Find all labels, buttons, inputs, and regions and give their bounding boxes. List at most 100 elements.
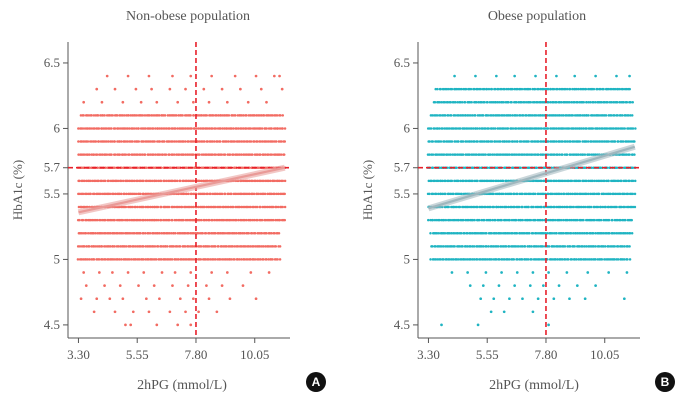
panel-a-data-point [139,218,142,222]
panel-a-data-point [126,179,130,183]
panel-b-data-point [476,140,479,143]
panel-b-data-point [583,231,586,235]
panel-b-data-point [511,127,515,130]
panel-b-data-point [496,245,500,248]
panel-a-data-point [92,231,96,235]
panel-b-data-point [594,101,597,104]
panel-a-data-point [89,179,93,183]
panel-a-data-point [139,245,142,248]
panel-b-data-point [555,74,558,78]
panel-b-data-point [429,258,432,261]
panel-a-data-point [281,179,285,183]
panel-a-data-point [149,245,152,248]
panel-b-data-point [514,218,518,222]
panel-a-x-tick-label: 7.80 [185,347,208,362]
panel-b-data-point [493,127,497,130]
panel-a-data-point [182,140,185,143]
panel-b-data-point [443,140,446,143]
panel-a-data-point [228,153,232,156]
panel-a-data-point [253,218,256,222]
panel-a-data-point [176,100,180,104]
panel-b-data-point [633,153,636,156]
panel-b-data-point [613,179,617,183]
panel-b-data-point [438,218,441,222]
panel-a-data-point [261,140,264,143]
panel-b-data-point [619,231,623,235]
panel-b-x-tick-label: 5.55 [476,347,499,362]
panel-a-data-point [222,205,226,209]
panel-a-data-point [272,74,276,78]
panel-b-data-point [449,218,453,222]
panel-a-data-point [231,245,234,248]
panel-b-data-point [511,166,515,169]
panel-b-data-point [518,114,522,117]
panel-a-data-point [153,231,157,235]
panel-a-data-point [164,205,168,209]
panel-b-data-point [571,192,574,196]
panel-a-data-point [219,127,222,130]
panel-a-data-point [103,218,107,222]
panel-b-data-point [559,245,562,248]
panel-b-data-point [566,140,569,143]
panel-a-data-point [278,245,282,248]
panel-b-data-point [473,140,476,143]
panel-b-data-point [520,101,523,104]
panel-b-data-point [551,192,555,196]
panel-b-data-point [580,192,584,196]
panel-b-data-point [455,205,459,209]
panel-a-data-point [113,166,117,169]
panel-a-data-point [260,231,264,235]
panel-a-data-point [235,231,238,235]
panel-b-data-point [625,179,628,183]
panel-a-data-point [214,231,217,235]
panel-a-data-point [275,192,278,196]
panel-b-data-point [546,231,549,235]
panel-b-data-point [459,179,462,183]
panel-a-data-point [214,258,217,261]
panel-b-data-point [461,140,465,143]
panel-b-data-point [450,179,454,183]
panel-b-data-point [504,192,507,196]
panel-b-data-point [546,114,549,117]
panel-a-data-point [113,231,117,235]
panel-b-data-point [515,245,519,248]
panel-a-data-point [243,218,246,222]
panel-a-data-point [116,127,120,130]
panel-a-data-point [160,245,163,248]
panel-b-data-point [455,127,459,130]
panel-a-data-point [244,258,248,261]
panel-a-data-point [94,179,98,183]
panel-a-data-point [107,258,111,261]
panel-a-data-point [126,140,130,143]
panel-b-data-point [554,258,557,261]
panel-a-data-point [217,245,220,248]
panel-a-data-point [197,114,201,117]
panel-b-data-point [549,258,553,261]
panel-b-data-point [607,179,610,183]
panel-b-data-point [478,153,481,156]
panel-a-data-point [281,114,285,117]
panel-b-data-point [625,101,629,104]
panel-a-data-point [277,192,280,196]
panel-b-data-point [500,205,504,209]
panel-a-data-point [278,74,281,78]
panel-a-data-point [227,205,230,209]
panel-b-data-point [578,127,582,130]
panel-b-data-point [527,140,530,143]
panel-a-data-point [254,74,258,78]
panel-a-data-point [225,258,229,261]
panel-b-data-point [521,192,524,196]
panel-a-data-point [113,153,117,156]
panel-a-data-point [192,297,195,301]
panel-b-data-point [596,87,599,91]
panel-b-data-point [587,101,591,104]
panel-b-data-point [576,218,579,222]
panel-b-data-point [527,205,530,209]
panel-b-data-point [565,87,569,91]
panel-b-data-point [550,205,553,209]
panel-a-data-point [240,153,243,156]
panel-a-data-point [124,205,128,209]
panel-b-data-point [498,258,501,261]
panel-b-data-point [450,87,454,91]
panel-b-data-point [448,258,452,261]
